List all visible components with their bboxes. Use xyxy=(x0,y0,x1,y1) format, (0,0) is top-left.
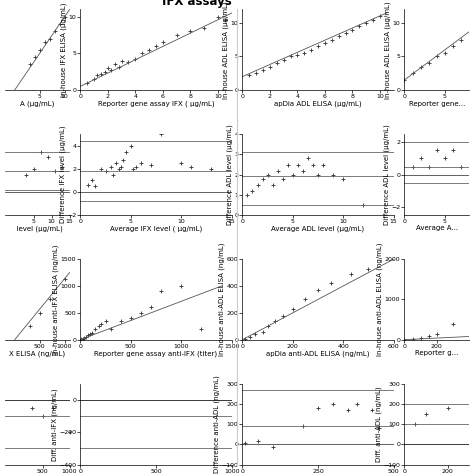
Text: IFX assays: IFX assays xyxy=(162,0,232,8)
X-axis label: Average A...: Average A... xyxy=(416,226,458,231)
Y-axis label: In-house ADL ELISA (μg/mL): In-house ADL ELISA (μg/mL) xyxy=(384,1,391,99)
Y-axis label: Difference ADL level (μg/mL): Difference ADL level (μg/mL) xyxy=(227,124,233,225)
Y-axis label: In-house ADL ELISA (μg/mL): In-house ADL ELISA (μg/mL) xyxy=(223,1,229,99)
X-axis label: A (μg/mL): A (μg/mL) xyxy=(20,100,55,107)
Y-axis label: Difference IFX level (μg/mL): Difference IFX level (μg/mL) xyxy=(59,126,65,223)
Y-axis label: In-house anti-ADL ELISA (ng/mL): In-house anti-ADL ELISA (ng/mL) xyxy=(219,243,225,356)
Y-axis label: Difference anti-ADL (ng/mL): Difference anti-ADL (ng/mL) xyxy=(213,375,220,473)
X-axis label: Reporter gene assay anti-IFX (titer): Reporter gene assay anti-IFX (titer) xyxy=(94,350,218,357)
Y-axis label: Diff. anti-ADL (ng/mL): Diff. anti-ADL (ng/mL) xyxy=(375,386,382,462)
Y-axis label: Diff. anti-IFX (ng/mL): Diff. anti-IFX (ng/mL) xyxy=(51,388,58,461)
X-axis label: Reporter gene...: Reporter gene... xyxy=(409,100,465,107)
X-axis label:   level (μg/mL): level (μg/mL) xyxy=(12,226,63,232)
Y-axis label: Difference ADL level (μg/mL): Difference ADL level (μg/mL) xyxy=(383,124,390,225)
X-axis label: Reporter gene assay IFX ( μg/mL): Reporter gene assay IFX ( μg/mL) xyxy=(98,100,214,107)
X-axis label: Average IFX level ( μg/mL): Average IFX level ( μg/mL) xyxy=(110,226,202,232)
X-axis label: apDia anti-ADL ELISA (ng/mL): apDia anti-ADL ELISA (ng/mL) xyxy=(266,350,370,357)
X-axis label: Average ADL level (μg/mL): Average ADL level (μg/mL) xyxy=(272,226,365,232)
Y-axis label: In-house anti-IFX ELISA (ng/mL): In-house anti-IFX ELISA (ng/mL) xyxy=(53,244,59,355)
Y-axis label: In-house IFX ELISA (μg/mL): In-house IFX ELISA (μg/mL) xyxy=(61,2,67,97)
Y-axis label: In-house anti-ADL ELISA (ng/mL): In-house anti-ADL ELISA (ng/mL) xyxy=(377,243,383,356)
X-axis label: X ELISA (ng/mL): X ELISA (ng/mL) xyxy=(9,350,65,357)
X-axis label: Reporter g...: Reporter g... xyxy=(415,350,458,356)
X-axis label: apDia ADL ELISA (μg/mL): apDia ADL ELISA (μg/mL) xyxy=(274,100,362,107)
